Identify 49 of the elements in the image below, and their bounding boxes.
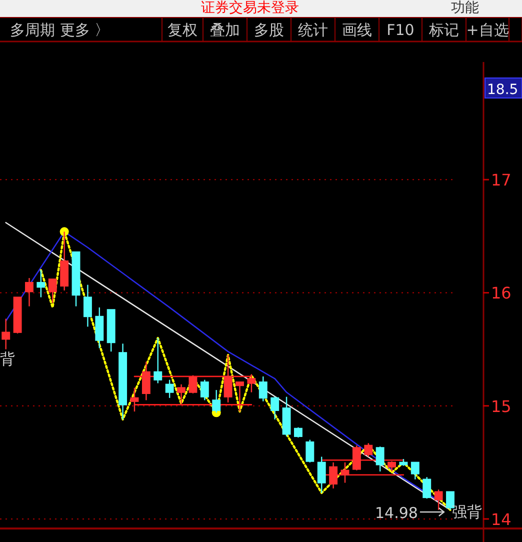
candlestick [83,284,92,328]
candlestick [130,387,139,412]
text: 证券交易未登录 [201,0,299,16]
candlestick [258,376,268,402]
annotation: 强背 [452,503,482,521]
candlestick [36,270,46,298]
text: 功能 [451,0,479,16]
candlestick [2,318,10,350]
candlestick [422,476,432,500]
candlestick [388,460,396,472]
candlestick [294,426,302,438]
candlestick [200,379,209,401]
y-tick-label: 14 [491,510,512,529]
annotation: 背 [0,350,15,368]
candlestick [142,361,150,401]
candlestick [270,396,280,420]
text: F10 [386,21,414,39]
y-tick-label: 17 [491,170,512,190]
candlestick [247,374,256,393]
candlestick [340,462,350,484]
text: 多股 [254,21,284,39]
candlestick [165,379,174,399]
annotation: 14.98 [375,504,418,522]
text: 叠加 [210,21,240,39]
candlestick [188,374,198,394]
candlestick [224,354,232,404]
text: 统计 [298,21,328,39]
y-tick-label: 16 [491,284,512,303]
candlestick [410,462,420,480]
candlestick [352,444,361,471]
candlestick [95,306,104,349]
candlestick [317,456,326,494]
y-tick-label: 15 [491,396,512,416]
candlestick [25,277,34,307]
text: 标记 [428,21,459,39]
candlestick [434,488,443,511]
text: 18.5 [487,82,518,98]
candlestick [329,462,338,490]
candlestick [376,446,384,472]
candlestick [48,278,57,304]
text: 画线 [342,21,372,39]
candlestick [364,442,373,458]
candlestick [154,337,162,384]
candlestick [177,384,186,404]
candlestick [306,439,314,463]
candlestick [236,381,244,412]
text: +自选 [466,21,509,39]
text: 复权 [168,21,198,39]
text: 多周期 更多 〉 [10,21,110,39]
